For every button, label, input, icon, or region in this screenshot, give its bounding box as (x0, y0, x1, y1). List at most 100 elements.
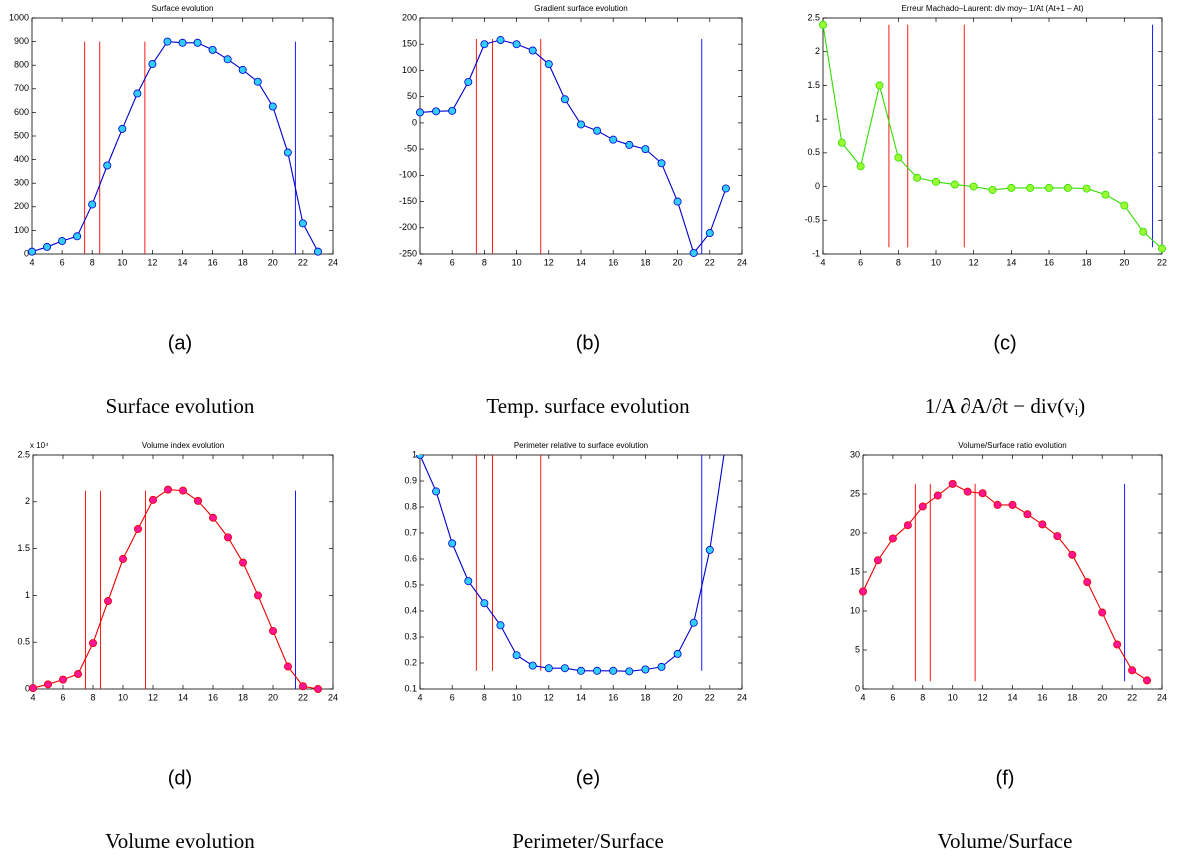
data-point (593, 126, 602, 135)
panel-label: (c) (993, 332, 1016, 354)
x-tick-label: 12 (148, 692, 158, 702)
data-point (609, 135, 618, 144)
x-tick-label: 24 (737, 257, 747, 267)
data-point (933, 491, 942, 500)
data-point (298, 219, 307, 228)
plot-frame (862, 454, 1163, 690)
data-point (44, 680, 53, 689)
y-tick-label: 0.2 (404, 657, 417, 667)
panel-caption: Volume evolution (105, 829, 255, 853)
data-point (528, 661, 537, 670)
chart-panel: Gradient surface evolution 4 6 8 10 12 14 16 18 2… (399, 4, 747, 267)
data-point (238, 65, 247, 74)
x-tick-label: 16 (1037, 692, 1047, 702)
x-tick-label: 8 (90, 257, 95, 267)
x-tick-label: 18 (238, 692, 248, 702)
data-point (1083, 578, 1092, 587)
x-tick-label: 24 (1157, 692, 1167, 702)
data-point (313, 685, 322, 694)
y-tick-label: 0.8 (404, 501, 417, 511)
y-tick-label: 0 (412, 117, 417, 127)
x-tick-label: 16 (608, 257, 618, 267)
y-tick-label: 0.6 (404, 553, 417, 563)
data-point (721, 184, 730, 193)
data-point (268, 102, 277, 111)
data-line (32, 489, 319, 690)
x-tick-label: 4 (29, 257, 34, 267)
data-point (1120, 201, 1129, 210)
panel-caption: 1/A ∂A/∂t − div(vᵢ) (925, 394, 1085, 418)
x-tick-label: 6 (858, 257, 863, 267)
x-tick-label: 14 (1007, 692, 1017, 702)
data-point (657, 159, 666, 168)
x-tick-label: 22 (1157, 257, 1167, 267)
x-tick-label: 8 (920, 692, 925, 702)
x-tick-label: 22 (1127, 692, 1137, 702)
data-point (512, 40, 521, 49)
data-point (283, 148, 292, 157)
data-point (1023, 510, 1032, 519)
data-point (512, 651, 521, 660)
x-tick-label: 14 (576, 257, 586, 267)
y-tick-label: 10 (850, 605, 860, 615)
data-point (496, 36, 505, 45)
x-tick-label: 6 (450, 692, 455, 702)
data-point (104, 597, 113, 606)
x-tick-label: 14 (177, 257, 187, 267)
y-tick-label: 20 (850, 527, 860, 537)
panel-label: (e) (576, 767, 600, 789)
data-point (415, 108, 424, 117)
y-tick-label: -0.5 (804, 215, 820, 225)
data-line (419, 39, 727, 255)
data-point (28, 684, 37, 693)
data-point (903, 521, 912, 530)
y-tick-label: 300 (14, 178, 29, 188)
data-point (1128, 666, 1137, 675)
y-tick-label: 500 (14, 130, 29, 140)
data-point (837, 138, 846, 147)
panel-caption: Temp. surface evolution (486, 394, 690, 418)
data-point (416, 455, 424, 459)
data-layer (27, 37, 322, 256)
data-point (988, 185, 997, 194)
plot-frame (822, 17, 1163, 255)
data-point (268, 626, 277, 635)
data-point (133, 524, 142, 533)
x-tick-label: 6 (890, 692, 895, 702)
x-tick-label: 22 (298, 257, 308, 267)
data-point (993, 500, 1002, 509)
y-tick-label: 5 (855, 644, 860, 654)
x-tick-label: 6 (450, 257, 455, 267)
data-point (178, 38, 187, 47)
x-tick-label: 20 (673, 692, 683, 702)
y-tick-label: 50 (407, 91, 417, 101)
data-point (119, 554, 128, 563)
data-point (894, 153, 903, 162)
y-tick-label: 0 (855, 683, 860, 693)
data-point (496, 621, 505, 630)
x-tick-label: 20 (268, 692, 278, 702)
data-point (1113, 640, 1122, 649)
x-tick-label: 12 (147, 257, 157, 267)
y-tick-label: 200 (14, 201, 29, 211)
data-point (1007, 183, 1016, 192)
data-layer (416, 455, 725, 676)
data-point (1053, 532, 1062, 541)
x-tick-label: 6 (60, 257, 65, 267)
data-point (283, 662, 292, 671)
data-point (193, 38, 202, 47)
y-tick-label: 2 (25, 496, 30, 506)
x-tick-label: 12 (969, 257, 979, 267)
x-tick-label: 18 (1082, 257, 1092, 267)
data-point (88, 200, 97, 209)
x-tick-label: 18 (640, 692, 650, 702)
data-point (238, 558, 247, 567)
data-point (948, 479, 957, 488)
data-point (1158, 244, 1167, 253)
data-point (673, 197, 682, 206)
panel-caption: Surface evolution (106, 394, 255, 418)
y-tick-label: 100 (402, 65, 417, 75)
y-tick-label: 0 (815, 181, 820, 191)
data-point (918, 502, 927, 511)
